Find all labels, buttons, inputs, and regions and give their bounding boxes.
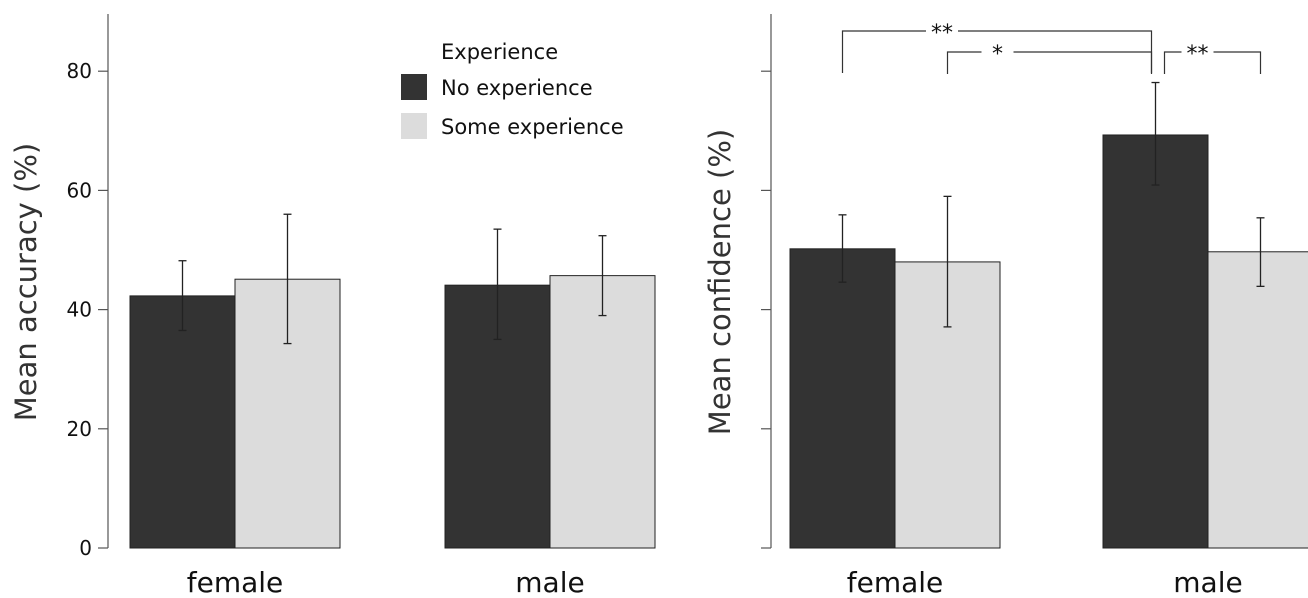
confidence-chart: *** ** Mean confidence (%) female male: [703, 14, 1308, 598]
legend-swatch-no-experience: [401, 74, 427, 100]
accuracy-category-female: female: [187, 566, 284, 598]
accuracy-bar-male-some-experience: [549, 275, 656, 549]
significance-label: **: [1187, 42, 1209, 67]
accuracy-chart: 0 20 40 60 80 Mean accuracy (%) female male: [9, 14, 656, 598]
confidence-y-axis-title: Mean confidence (%): [703, 129, 737, 435]
accuracy-y-axis-title: Mean accuracy (%): [9, 143, 43, 421]
accuracy-y-tick-label: 0: [79, 536, 92, 560]
confidence-category-male: male: [1173, 566, 1242, 598]
accuracy-y-tick-label: 80: [67, 59, 92, 83]
confidence-bar-male-no-experience: [1102, 134, 1209, 549]
confidence-bar-female-no-experience: [789, 248, 896, 549]
legend-label-no-experience: No experience: [441, 76, 593, 100]
legend-title: Experience: [441, 40, 558, 64]
legend-label-some-experience: Some experience: [441, 115, 624, 139]
confidence-bar-male-some-experience: [1207, 251, 1308, 549]
accuracy-category-male: male: [515, 566, 584, 598]
confidence-category-female: female: [847, 566, 944, 598]
significance-label: *: [992, 42, 1003, 67]
legend-swatch-some-experience: [401, 113, 427, 139]
significance-label: **: [931, 21, 953, 46]
accuracy-y-tick-label: 60: [67, 178, 92, 202]
legend: Experience No experience Some experience: [401, 40, 624, 139]
significance-label-bg: [1181, 42, 1214, 56]
accuracy-y-tick-label: 40: [67, 298, 92, 322]
accuracy-y-tick-label: 20: [67, 417, 92, 441]
significance-label-bg: [926, 21, 958, 35]
significance-bracket: [946, 51, 1153, 74]
accuracy-bar-female-no-experience: [129, 295, 236, 549]
significance-label-bg: [981, 42, 1014, 56]
